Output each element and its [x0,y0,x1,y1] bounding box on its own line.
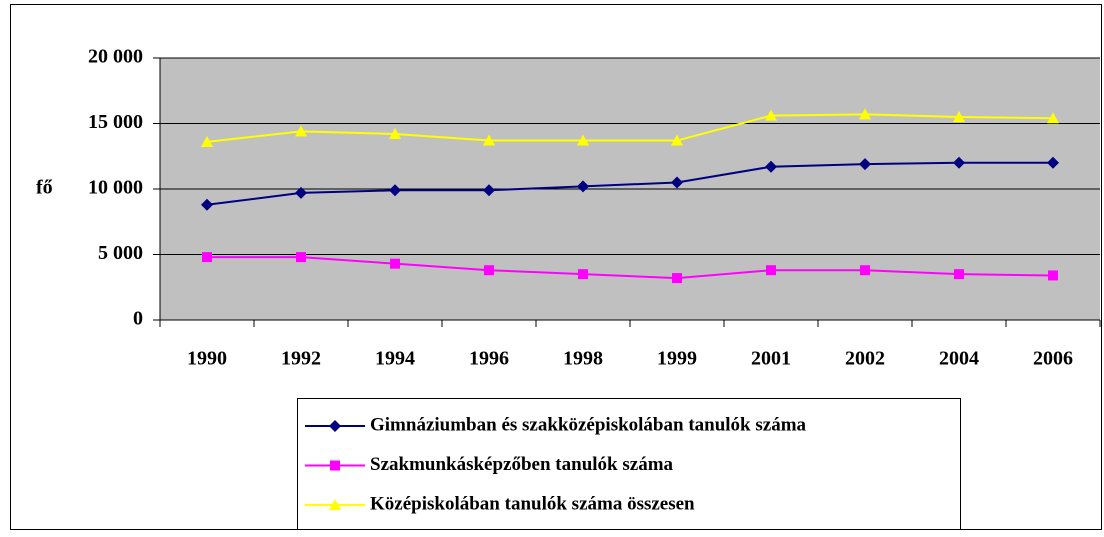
marker [330,460,340,471]
series-line [206,161,1053,206]
marker [671,134,683,146]
y-tick-label: 5 000 [98,242,143,264]
series-line [207,256,1054,280]
marker [483,184,495,197]
y-axis-label: fő [36,177,53,199]
marker [578,269,588,280]
legend-box [297,398,961,530]
marker [389,184,401,197]
legend-label: Gimnáziumban és szakközépiskolában tanul… [370,414,807,435]
marker [953,110,965,122]
x-tick-label: 2006 [1033,348,1073,370]
marker [859,108,871,120]
x-tick-label: 1990 [187,348,227,370]
marker [1047,156,1059,169]
marker [953,156,965,169]
marker [295,186,307,199]
series-line [206,113,1054,143]
marker [765,160,777,173]
marker [765,109,777,121]
marker [1048,270,1058,281]
marker [1047,112,1059,124]
marker [577,180,589,193]
marker [671,176,683,189]
marker [859,158,871,171]
marker [202,252,212,263]
y-tick-label: 20 000 [88,46,143,68]
marker [295,125,307,137]
marker [329,499,341,510]
y-tick-label: 10 000 [88,177,143,199]
marker [954,269,964,280]
x-tick-label: 2002 [845,348,885,370]
x-tick-label: 1994 [375,348,415,370]
marker [484,265,494,276]
marker [577,134,589,146]
marker [766,265,776,276]
marker [329,420,341,432]
marker [201,198,213,211]
x-tick-label: 1998 [563,348,603,370]
legend-label: Szakmunkásképzőben tanulók száma [370,454,674,475]
y-tick-label: 15 000 [88,111,143,133]
marker [860,265,870,276]
x-tick-label: 1996 [469,348,509,370]
marker [483,134,495,146]
legend-label: Középiskolában tanulók száma összesen [370,493,695,514]
marker [389,127,401,139]
marker [201,135,213,147]
x-tick-label: 2004 [939,348,979,370]
marker [296,252,306,263]
marker [672,273,682,284]
x-tick-label: 1992 [281,348,321,370]
y-tick-label: 0 [133,308,143,330]
x-tick-label: 1999 [657,348,697,370]
x-tick-label: 2001 [751,348,791,370]
marker [390,258,400,269]
